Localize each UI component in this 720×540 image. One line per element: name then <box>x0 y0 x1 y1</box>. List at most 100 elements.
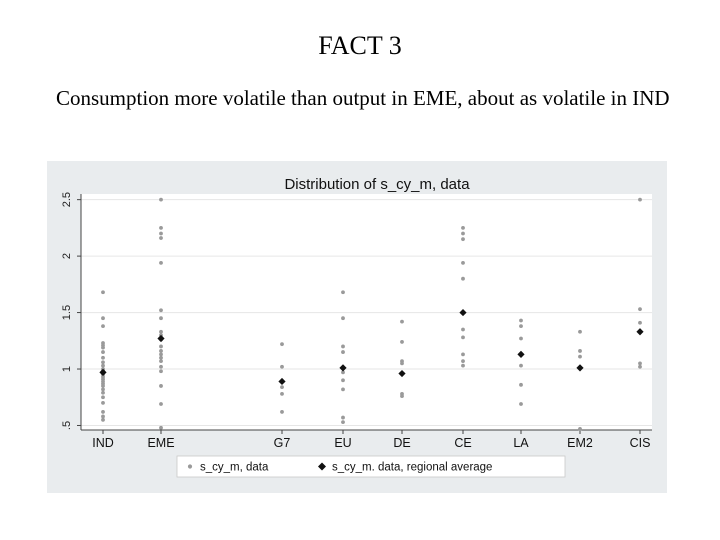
legend: s_cy_m, data s_cy_m. data, regional aver… <box>176 455 566 478</box>
x-tick-label: CIS <box>630 436 651 450</box>
data-point <box>461 327 465 332</box>
data-point <box>159 225 163 230</box>
data-point <box>159 316 163 321</box>
chart-panel: Distribution of s_cy_m, data .5 1 1.5 2 2.5 … <box>47 161 667 493</box>
data-point <box>519 336 523 341</box>
data-point <box>159 402 163 406</box>
slide-title: FACT 3 <box>318 31 402 60</box>
x-tick-label: EU <box>334 436 351 450</box>
data-point <box>101 360 105 365</box>
y-axis: .5 1 1.5 2 2.5 <box>61 192 82 430</box>
data-point <box>341 290 345 295</box>
data-point <box>400 340 404 344</box>
data-point <box>341 415 345 420</box>
data-point <box>280 391 284 396</box>
data-point <box>159 364 163 369</box>
x-tick-label: CE <box>454 436 471 450</box>
data-point <box>341 344 345 349</box>
legend-label-average: s_cy_m. data, regional average <box>332 462 492 474</box>
data-point <box>400 394 404 399</box>
data-point <box>578 349 582 353</box>
data-point <box>638 197 642 202</box>
plot-area <box>81 194 652 430</box>
x-tick-label: DE <box>393 436 410 450</box>
data-point <box>578 354 582 359</box>
data-point <box>159 359 163 364</box>
data-point <box>341 316 345 321</box>
data-point <box>341 378 345 383</box>
data-point <box>280 342 284 347</box>
data-point <box>101 414 105 419</box>
data-point <box>578 426 582 431</box>
data-point <box>519 363 523 368</box>
data-point <box>101 316 105 321</box>
data-point <box>341 387 345 392</box>
scatter-chart: Distribution of s_cy_m, data .511.522.5 … <box>47 161 667 493</box>
x-axis: IND EME G7 EU DE CE LA EM2 CIS <box>81 429 652 450</box>
data-point <box>159 329 163 334</box>
data-point <box>638 320 642 325</box>
data-point <box>101 384 105 388</box>
data-point <box>341 370 345 375</box>
data-point <box>101 290 105 295</box>
data-point <box>461 231 465 236</box>
x-tick-label: IND <box>92 436 114 450</box>
data-point <box>519 324 523 329</box>
data-point <box>101 355 105 360</box>
data-point <box>101 410 105 414</box>
legend-label-data: s_cy_m, data <box>200 462 269 474</box>
data-point <box>101 400 105 405</box>
data-point <box>159 308 163 313</box>
data-point <box>341 420 345 424</box>
data-point <box>280 364 284 369</box>
data-point <box>461 352 465 357</box>
slide-bullet-text: Consumption more volatile than output in… <box>56 86 670 110</box>
y-tick-label: .5 <box>61 421 73 430</box>
data-point <box>519 402 523 406</box>
y-tick-label: 2 <box>61 253 73 259</box>
data-point <box>461 237 465 242</box>
data-point <box>638 307 642 312</box>
average-marker <box>278 377 286 386</box>
data-point <box>461 225 465 230</box>
x-tick-label: LA <box>513 436 529 450</box>
data-point <box>101 390 105 395</box>
data-point <box>400 319 404 324</box>
data-point <box>341 350 345 354</box>
data-point <box>638 361 642 366</box>
data-point <box>159 349 163 353</box>
y-tick-label: 1.5 <box>61 305 73 320</box>
data-point <box>101 345 105 350</box>
data-point <box>159 236 163 240</box>
data-point <box>461 363 465 368</box>
data-point <box>159 425 163 430</box>
x-tick-label: G7 <box>274 436 291 450</box>
data-points <box>101 197 642 431</box>
data-point <box>461 359 465 364</box>
average-marker <box>157 334 165 343</box>
data-point <box>461 260 465 265</box>
x-tick-label: EM2 <box>567 436 593 450</box>
data-point <box>159 260 163 265</box>
data-point <box>159 352 163 357</box>
data-point <box>159 344 163 349</box>
legend-box <box>176 455 566 478</box>
data-point <box>159 197 163 202</box>
data-point <box>638 364 642 369</box>
data-point <box>461 335 465 340</box>
data-point <box>578 329 582 334</box>
data-point <box>400 361 404 366</box>
data-point <box>101 387 105 392</box>
data-point <box>159 369 163 374</box>
grid-lines <box>81 199 652 426</box>
chart-title: Distribution of s_cy_m, data <box>284 176 470 193</box>
data-point <box>101 395 105 400</box>
data-point <box>461 276 465 281</box>
data-point <box>519 318 523 323</box>
data-point <box>519 382 523 387</box>
data-point <box>101 417 105 422</box>
data-point <box>280 385 284 389</box>
data-point <box>159 231 163 236</box>
data-point <box>101 363 105 368</box>
data-point <box>159 384 163 388</box>
